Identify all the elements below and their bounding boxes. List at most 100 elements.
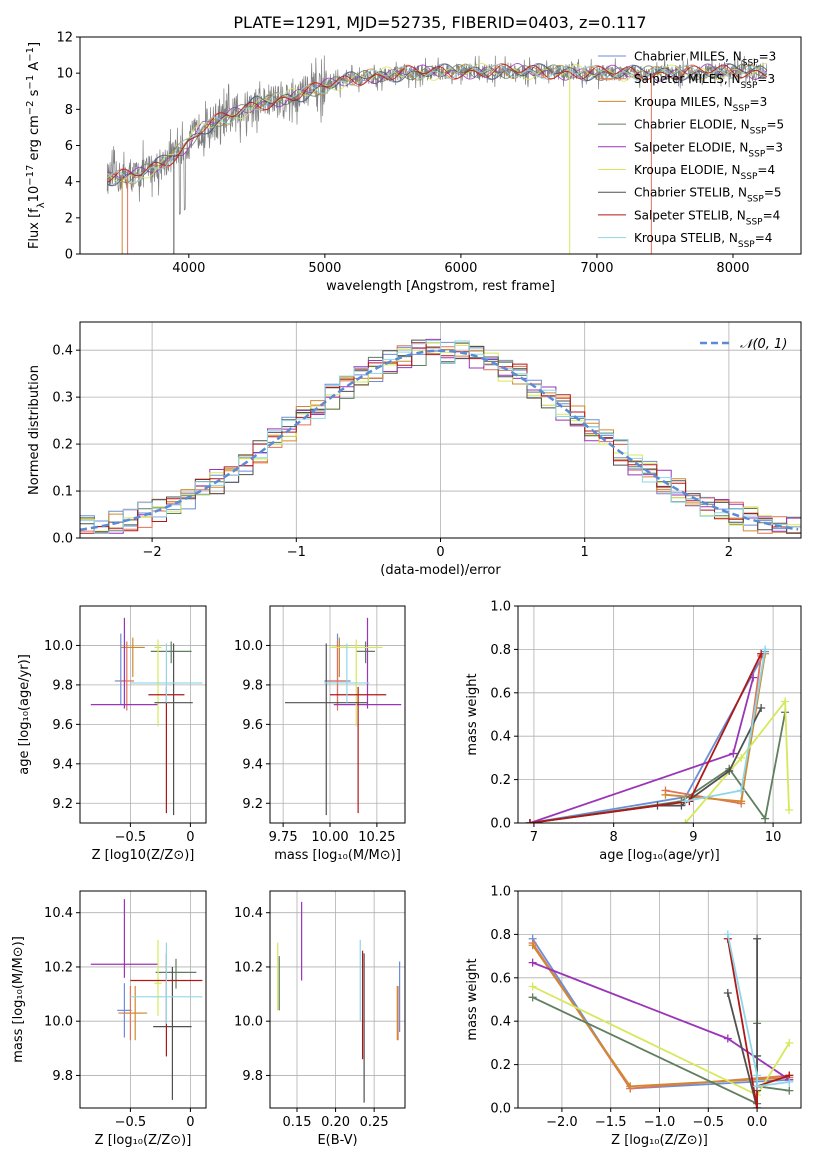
legend-part: Chabrier STELIB, N [634, 186, 747, 200]
weight-line-0 [531, 938, 790, 1090]
legend-tail: =3 [759, 50, 777, 64]
weight-marker-3 [528, 993, 537, 1002]
y-label-part: −1 [25, 75, 36, 90]
legend-sub: SSP [747, 195, 764, 205]
legend-sub: SSP [733, 104, 750, 114]
weight-marker-3 [761, 814, 770, 823]
panel-age-vs-z: −0.5 0 9.2 9.4 9.6 9.8 10.0 Z [log10(Z/Z⊙)] age … [17, 605, 207, 863]
y-tick-label: 10 [56, 67, 73, 82]
y-tick-label: 9.8 [52, 1069, 73, 1084]
y-label-part: ] [27, 42, 42, 47]
x-axis-label: (data-model)/error [380, 563, 501, 578]
grid-weight-vs-z [518, 890, 801, 1109]
grid-mass-vs-ebv [270, 891, 405, 1108]
weight-marker-8 [753, 1082, 762, 1091]
weight-marker-4 [528, 958, 537, 967]
legend-part: Kroupa ELODIE, N [634, 163, 741, 177]
panel-spectrum: 4000 5000 6000 7000 8000 0 2 4 6 8 10 12 wavelength … [25, 31, 802, 294]
gaussian-curve [80, 349, 799, 532]
x-axis-label: E(B-V) [317, 1133, 357, 1148]
x-tick-label: 0 [186, 830, 194, 845]
x-tick-label: −1.5 [595, 1115, 627, 1130]
y-label-part: −1 [25, 47, 36, 62]
y-tick-label: 0.0 [490, 1102, 511, 1117]
model-line-7 [107, 63, 768, 183]
legend-tail: =3 [750, 95, 768, 109]
y-axis-label: Flux [fλ10−17 erg cm−2 s−1 A−1] [25, 42, 47, 249]
y-tick-label: 2 [65, 211, 73, 226]
weight-marker-7 [525, 819, 534, 823]
x-tick-label: 2 [725, 545, 733, 560]
x-tick-label: 6000 [444, 261, 477, 276]
y-tick-label: 9.2 [52, 797, 73, 812]
y-tick-label: 0.8 [490, 643, 511, 658]
weight-marker-8 [761, 645, 770, 654]
weight-marker-4 [723, 1034, 732, 1043]
y-tick-label: 10.0 [44, 639, 73, 654]
x-tick-label: −2 [143, 545, 162, 560]
y-tick-label: 0.2 [52, 438, 73, 453]
weight-marker-8 [753, 1071, 762, 1080]
model-line-1 [106, 63, 768, 181]
x-axis-label: Z [log₁₀(Z/Z⊙)] [611, 1133, 708, 1148]
y-tick-label: 6 [65, 139, 73, 154]
panel-age-vs-mass: 9.75 10.00 10.25 9.2 9.4 9.6 9.8 10.0 mass [log₁… [234, 605, 406, 863]
x-tick-label: 7000 [580, 261, 613, 276]
y-axis-label: age [log₁₀(age/yr)] [17, 654, 32, 775]
y-tick-label: 0.1 [52, 485, 73, 500]
legend-sub: SSP [748, 149, 765, 159]
panel-mass-vs-ebv: 0.15 0.20 0.25 9.8 10.0 10.2 10.4 E(B-V) [234, 890, 406, 1148]
x-axis-label: Z [log10(Z/Z⊙)] [92, 848, 195, 863]
y-tick-label: 9.4 [242, 757, 263, 772]
legend-sub: SSP [738, 240, 755, 250]
weight-marker-5 [781, 697, 790, 706]
y-tick-label: 0.4 [490, 1015, 511, 1030]
legend-tail: =3 [765, 140, 783, 154]
y-tick-label: 10.4 [234, 906, 263, 921]
x-tick-label: −0.5 [115, 1115, 147, 1130]
x-tick-label: −2.0 [546, 1115, 578, 1130]
y-label-part: A [27, 62, 42, 75]
x-tick-label: 4000 [172, 261, 205, 276]
weight-marker-3 [785, 1086, 794, 1095]
legend-tail: =4 [763, 208, 781, 222]
legend-label-1: Salpeter MILES, NSSP=3 [634, 72, 775, 91]
x-tick-label: 8 [610, 830, 618, 845]
weight-marker-5 [785, 805, 794, 814]
legend-label-2: Kroupa MILES, NSSP=3 [634, 95, 767, 114]
legend-sub: SSP [742, 59, 759, 69]
plot-area-weight-vs-age [525, 645, 794, 823]
plot-area-age-vs-z [90, 617, 203, 816]
y-label-part: −17 [25, 165, 36, 186]
legend-part: Kroupa MILES, N [634, 95, 733, 109]
weight-marker-5 [785, 1038, 794, 1047]
y-tick-label: 9.8 [242, 1069, 263, 1084]
axes-frame [79, 36, 802, 255]
weight-line-0 [529, 651, 766, 823]
x-tick-label: 8000 [716, 261, 749, 276]
weight-marker-2 [737, 797, 746, 806]
y-tick-label: 4 [65, 175, 73, 190]
panel-residuals: −2 −1 0 1 2 0.0 0.1 0.2 0.3 0.4 (data-model)/error… [27, 321, 802, 578]
weight-marker-8 [737, 786, 746, 795]
model-line-6 [106, 63, 768, 187]
x-tick-label: 5000 [308, 261, 341, 276]
y-tick-label: 0.6 [490, 686, 511, 701]
legend-part: Salpeter MILES, N [634, 72, 741, 86]
y-label-part: erg cm [27, 115, 42, 164]
x-tick-label: 0.25 [360, 1115, 389, 1130]
panel-mass-vs-z: −0.5 0 9.8 10.0 10.2 10.4 Z [log₁₀(Z/Z⊙)] mass … [11, 890, 207, 1148]
panel-weight-vs-z: −2.0 −1.5 −1.0 −0.5 0.0 0.0 0.2 0.4 0.6 0.8 1.0 Z [… [465, 885, 802, 1148]
y-tick-label: 0.0 [52, 532, 73, 547]
axes-frame [79, 605, 207, 824]
y-tick-label: 9.6 [242, 718, 263, 733]
legend-sub: SSP [750, 127, 767, 137]
x-tick-label: −1 [287, 545, 306, 560]
y-tick-label: 1.0 [490, 600, 511, 615]
legend-label-7: Salpeter STELIB, NSSP=4 [634, 208, 780, 227]
weight-line-1 [665, 655, 762, 805]
y-tick-label: 0.2 [490, 773, 511, 788]
y-label-part: λ [36, 202, 47, 208]
plot-area-mass-vs-ebv [277, 901, 401, 1103]
